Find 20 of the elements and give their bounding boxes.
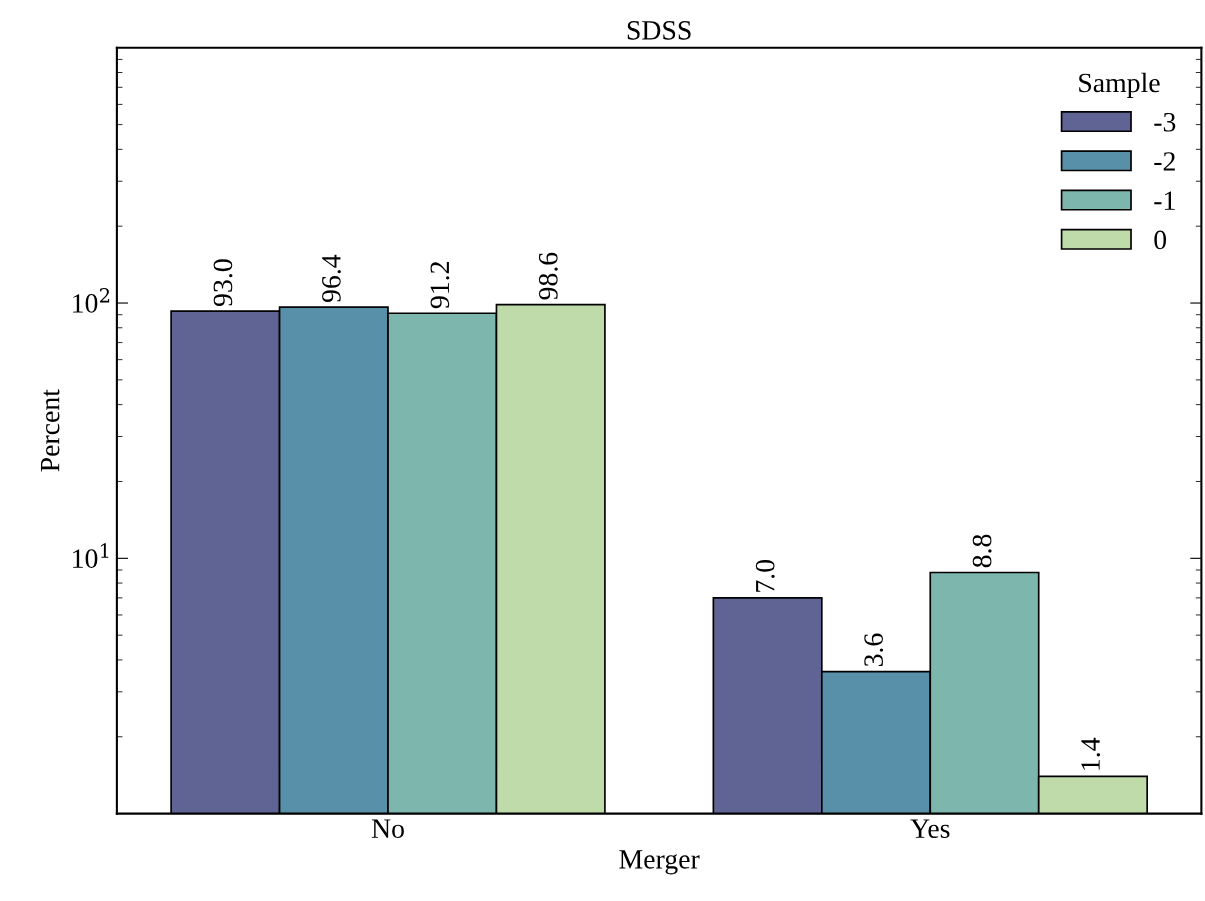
legend-label: 0 bbox=[1154, 230, 1167, 250]
y-tick-label: 10$^{1}$ bbox=[73, 543, 109, 569]
chart-title: SDSS bbox=[627, 21, 691, 40]
data-label: 3.6 bbox=[864, 633, 884, 667]
data-label: 96.4 bbox=[322, 254, 341, 303]
y-axis-title: Percent bbox=[40, 389, 60, 472]
legend-label: -2 bbox=[1154, 152, 1175, 171]
data-label: 8.8 bbox=[972, 534, 992, 568]
x-tick-label: No bbox=[371, 819, 404, 839]
legend-title: Sample bbox=[1079, 72, 1160, 98]
data-label: 7.0 bbox=[755, 560, 775, 592]
data-label: 98.6 bbox=[538, 252, 558, 300]
legend-label: -1 bbox=[1154, 191, 1175, 210]
y-tick-label: 10$^{2}$ bbox=[73, 287, 110, 313]
x-tick-label: Yes bbox=[910, 819, 950, 839]
data-label: 91.2 bbox=[430, 262, 450, 309]
x-axis-title: Merger bbox=[619, 850, 700, 875]
data-label: 93.0 bbox=[213, 259, 233, 307]
data-label: 1.4 bbox=[1081, 737, 1101, 770]
legend-label: -3 bbox=[1154, 112, 1176, 132]
